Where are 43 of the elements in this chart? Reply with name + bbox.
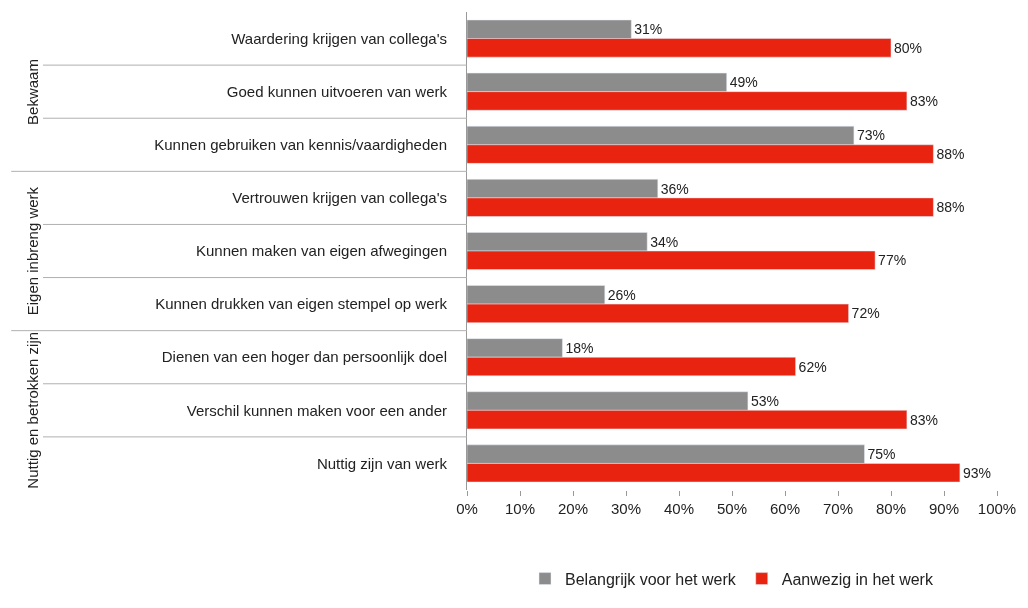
y-tick-label: Verschil kunnen maken voor een ander — [186, 401, 447, 419]
x-tick-label: 90% — [928, 500, 960, 517]
legend-label: Belangrijk voor het werk — [565, 570, 737, 588]
data-label: 31% — [634, 21, 663, 38]
y-tick-label: Waardering krijgen van collega's — [231, 29, 447, 47]
data-label: 83% — [909, 411, 938, 428]
data-label: 88% — [936, 199, 965, 216]
x-tick-label: 20% — [557, 500, 589, 517]
x-tick-label: 0% — [456, 500, 478, 517]
data-label: 72% — [851, 305, 880, 322]
data-label: 88% — [936, 146, 965, 163]
data-label: 80% — [894, 39, 923, 56]
y-tick-label: Kunnen gebruiken van kennis/vaardigheden — [154, 136, 447, 154]
x-tick-label: 10% — [504, 500, 536, 517]
text: Nuttig en betrokken zijn — [23, 331, 41, 489]
data-label: 73% — [856, 127, 885, 144]
y-tick-label: Kunnen drukken van eigen stempel op werk — [155, 295, 448, 313]
data-label: 75% — [867, 446, 896, 463]
data-label: 34% — [650, 233, 679, 250]
y-tick-label: Nuttig zijn van werk — [316, 454, 448, 472]
data-label: 77% — [878, 252, 907, 269]
data-label: 62% — [798, 358, 827, 375]
data-label: 83% — [909, 92, 938, 109]
legend-label: Aanwezig in het werk — [781, 570, 934, 588]
y-tick-label: Goed kunnen uitvoeren van werk — [226, 82, 448, 100]
data-label: 36% — [660, 180, 689, 197]
y-tick-label: Vertrouwen krijgen van collega's — [232, 189, 447, 207]
x-tick-label: 40% — [663, 500, 695, 517]
data-label: 26% — [607, 286, 636, 303]
text: Bekwaam — [23, 59, 41, 125]
y-tick-label: Dienen van een hoger dan persoonlijk doel — [161, 348, 447, 366]
x-tick-label: 50% — [716, 500, 748, 517]
data-label: 93% — [962, 464, 991, 481]
text: Eigen inbreng werk — [24, 186, 42, 316]
data-label: 18% — [565, 339, 594, 356]
x-tick-label: 30% — [610, 500, 642, 517]
x-tick-label: 100% — [977, 500, 1017, 517]
x-tick-label: 60% — [769, 500, 801, 517]
data-label: 49% — [729, 74, 758, 91]
x-tick-label: 70% — [822, 500, 854, 517]
data-label: 53% — [750, 393, 779, 410]
x-tick-label: 80% — [875, 500, 907, 517]
y-tick-label: Kunnen maken van eigen afwegingen — [195, 242, 447, 260]
